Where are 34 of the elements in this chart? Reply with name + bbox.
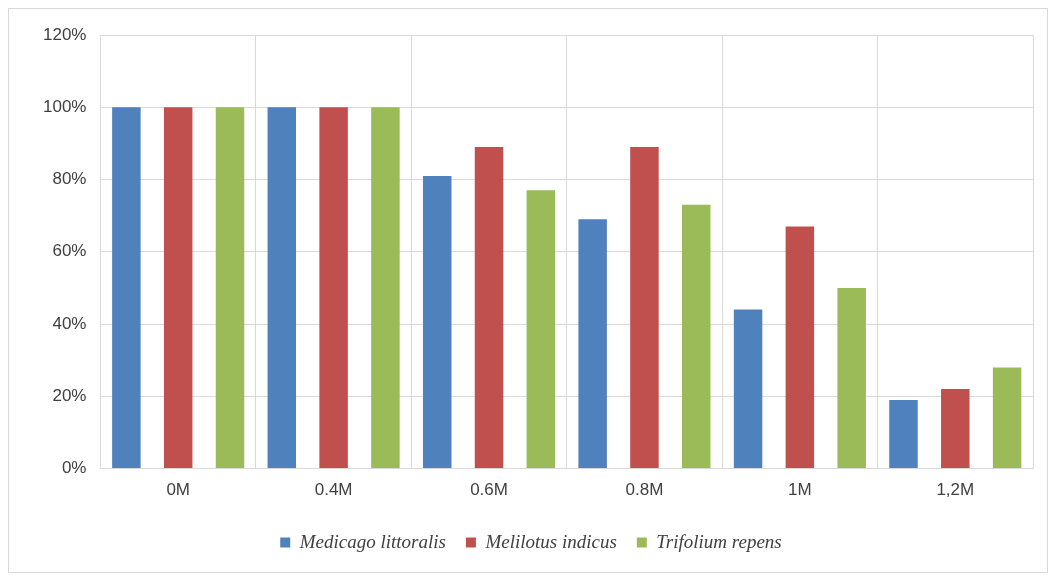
y-tick-label: 80% (52, 169, 87, 189)
y-tick-label: 120% (43, 24, 87, 44)
bar (889, 399, 918, 469)
y-tick-label: 100% (43, 96, 87, 116)
bar (474, 147, 504, 469)
bar (112, 107, 141, 469)
bar (215, 107, 245, 469)
x-tick-label: 0.8M (625, 480, 664, 500)
bar (682, 204, 711, 469)
bar (630, 147, 659, 469)
bar (319, 107, 348, 469)
legend-label: Melilotus indicus (484, 530, 617, 552)
bar (267, 107, 297, 469)
legend-label: Medicago littoralis (298, 530, 446, 552)
bar (941, 389, 970, 469)
bar (422, 175, 452, 469)
x-tick-label: 1M (788, 480, 812, 500)
x-tick-label: 1,2M (936, 480, 975, 500)
bar (578, 219, 607, 469)
x-tick-label: 0M (166, 480, 190, 500)
x-tick-label: 0.6M (470, 480, 508, 500)
bar (785, 226, 815, 469)
bar (163, 107, 193, 469)
y-tick-label: 60% (52, 241, 87, 261)
y-tick-label: 40% (52, 313, 87, 333)
bar (526, 190, 556, 469)
bar (837, 287, 866, 469)
y-tick-label: 20% (52, 386, 87, 406)
legend-label: Trifolium repens (656, 530, 782, 552)
bar (733, 309, 763, 469)
bar (371, 107, 400, 469)
y-tick-label: 0% (61, 458, 87, 478)
bar (992, 367, 1022, 469)
x-tick-label: 0.4M (314, 480, 353, 500)
